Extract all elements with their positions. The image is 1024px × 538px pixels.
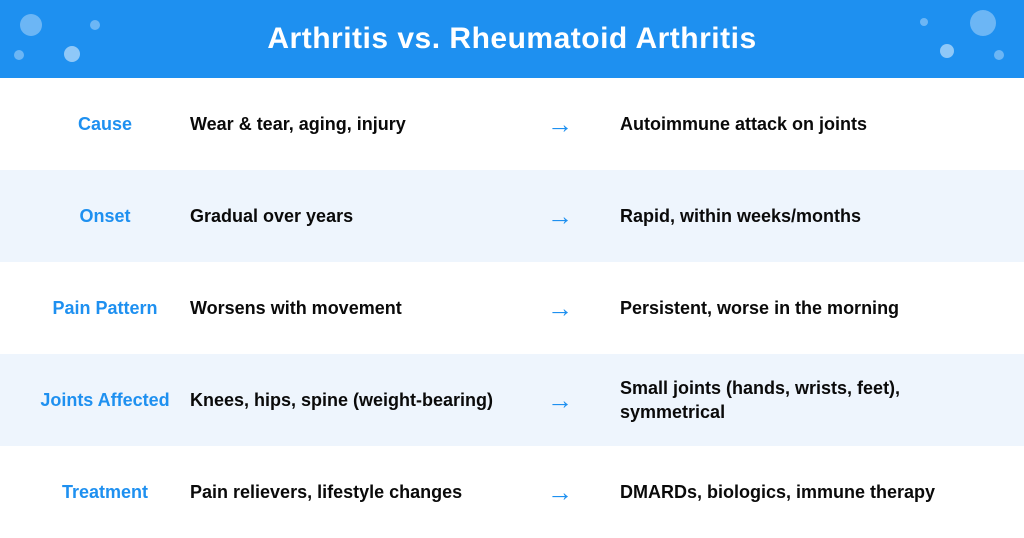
arrow-cell: → (520, 109, 600, 140)
rheumatoid-value: Small joints (hands, wrists, feet), symm… (600, 376, 1004, 425)
arrow-cell: → (520, 293, 600, 324)
comparison-table: Cause Wear & tear, aging, injury → Autoi… (0, 78, 1024, 538)
arthritis-value: Pain relievers, lifestyle changes (190, 480, 520, 504)
bubble-decoration (90, 20, 100, 30)
arthritis-value: Worsens with movement (190, 296, 520, 320)
bubble-decoration (14, 50, 24, 60)
arrow-cell: → (520, 385, 600, 416)
bubble-decoration (20, 14, 42, 36)
arrow-right-icon: → (547, 109, 573, 140)
bubble-decoration (920, 18, 928, 26)
bubble-decoration (994, 50, 1004, 60)
table-row: Treatment Pain relievers, lifestyle chan… (0, 446, 1024, 538)
category-label: Onset (30, 205, 190, 228)
arrow-right-icon: → (547, 201, 573, 232)
category-label: Pain Pattern (30, 297, 190, 320)
rheumatoid-value: Autoimmune attack on joints (600, 112, 1004, 136)
table-row: Onset Gradual over years → Rapid, within… (0, 170, 1024, 262)
arrow-cell: → (520, 477, 600, 508)
category-label: Treatment (30, 481, 190, 504)
arthritis-value: Knees, hips, spine (weight-bearing) (190, 388, 520, 412)
category-label: Cause (30, 113, 190, 136)
header: Arthritis vs. Rheumatoid Arthritis (0, 0, 1024, 78)
bubble-decoration (64, 46, 80, 62)
rheumatoid-value: DMARDs, biologics, immune therapy (600, 480, 1004, 504)
arrow-right-icon: → (547, 477, 573, 508)
table-row: Pain Pattern Worsens with movement → Per… (0, 262, 1024, 354)
table-row: Cause Wear & tear, aging, injury → Autoi… (0, 78, 1024, 170)
category-label: Joints Affected (30, 389, 190, 412)
rheumatoid-value: Rapid, within weeks/months (600, 204, 1004, 228)
bubble-decoration (970, 10, 996, 36)
arrow-right-icon: → (547, 293, 573, 324)
page-title: Arthritis vs. Rheumatoid Arthritis (267, 22, 756, 56)
table-row: Joints Affected Knees, hips, spine (weig… (0, 354, 1024, 446)
rheumatoid-value: Persistent, worse in the morning (600, 296, 1004, 320)
bubble-decoration (940, 44, 954, 58)
arthritis-value: Wear & tear, aging, injury (190, 112, 520, 136)
arrow-right-icon: → (547, 385, 573, 416)
arrow-cell: → (520, 201, 600, 232)
arthritis-value: Gradual over years (190, 204, 520, 228)
